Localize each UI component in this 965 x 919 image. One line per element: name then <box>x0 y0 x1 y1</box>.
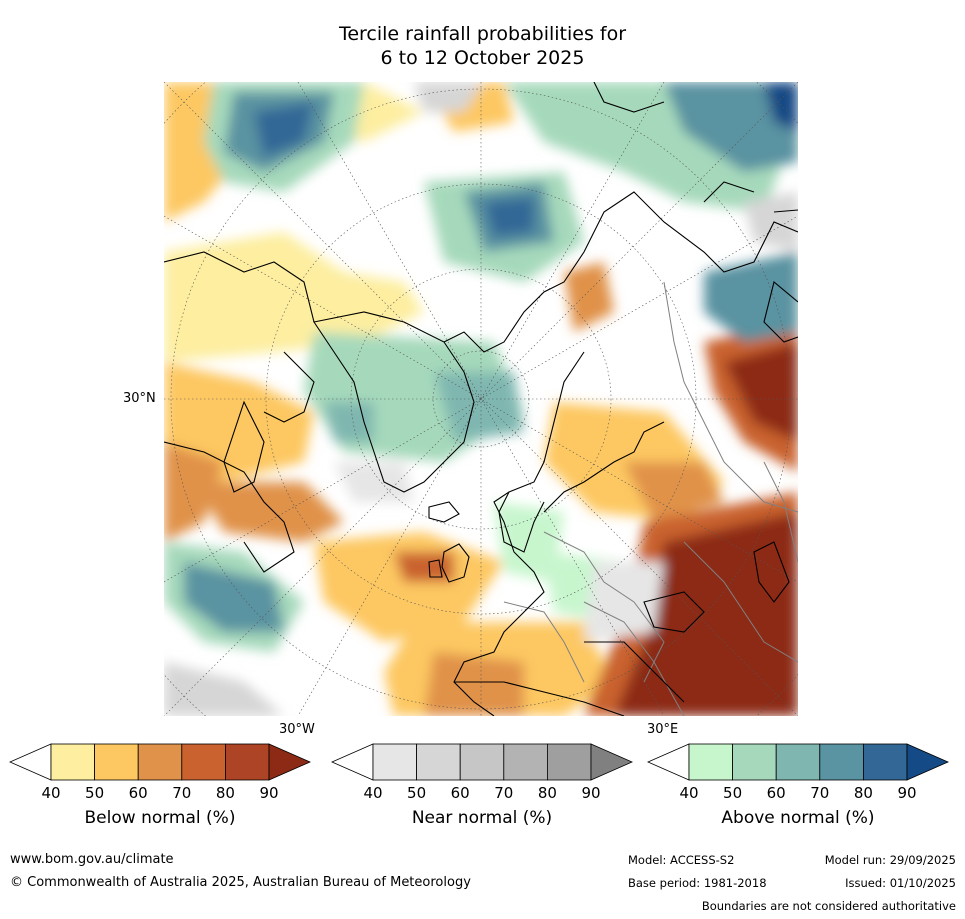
colorbar-segment <box>732 743 777 781</box>
colorbar-tick-label: 60 <box>128 784 148 802</box>
colorbar-extend-high <box>268 743 311 781</box>
lat-label-30n: 30°N <box>123 391 156 406</box>
colorbar-tick-label: 80 <box>853 784 873 802</box>
colorbar-tick-label: 70 <box>494 784 514 802</box>
issued-date: Issued: 01/10/2025 <box>845 876 956 890</box>
colorbar-segment <box>775 743 821 781</box>
lon-label-30e: 30°E <box>647 722 679 737</box>
colorbar-tick-label: 40 <box>363 784 383 802</box>
colorbar-tick-label: 60 <box>766 784 786 802</box>
coastlines <box>164 82 798 716</box>
colorbar-tick-label: 90 <box>897 784 917 802</box>
colorbar-tick-label: 40 <box>679 784 699 802</box>
colorbar-segment <box>372 743 417 781</box>
country-borders <box>503 281 798 716</box>
colorbar-tick-label: 50 <box>723 784 743 802</box>
colorbar-segment <box>94 743 139 781</box>
colorbar-segment <box>862 743 908 781</box>
map-title: Tercile rainfall probabilities for 6 to … <box>0 22 965 70</box>
map-canvas <box>164 82 798 716</box>
boundaries-disclaimer: Boundaries are not considered authoritat… <box>701 899 956 913</box>
colorbar-tick-label: 40 <box>41 784 61 802</box>
probability-field <box>164 82 798 716</box>
colorbar-extend-low <box>331 743 374 781</box>
colorbar-tick-label: 70 <box>172 784 192 802</box>
colorbar-tick-label: 90 <box>581 784 601 802</box>
colorbar-tick-label: 90 <box>259 784 279 802</box>
colorbar-tick-label: 70 <box>810 784 830 802</box>
colorbar-segment <box>137 743 183 781</box>
colorbar-segment <box>688 743 733 781</box>
copyright-text: © Commonwealth of Australia 2025, Austra… <box>10 875 471 890</box>
colorbar-above-normal-label: Above normal (%) <box>721 808 875 828</box>
colorbar-segment <box>819 743 864 781</box>
colorbar-segment <box>50 743 95 781</box>
colorbar-extend-low <box>647 743 690 781</box>
model-name: Model: ACCESS-S2 <box>628 853 735 867</box>
title-line-1: Tercile rainfall probabilities for <box>338 23 627 45</box>
colorbar-near-normal-label: Near normal (%) <box>411 808 553 828</box>
base-period: Base period: 1981-2018 <box>628 876 767 890</box>
colorbar-tick-label: 80 <box>537 784 557 802</box>
website-link[interactable]: www.bom.gov.au/climate <box>10 852 174 867</box>
colorbar-segment <box>459 743 505 781</box>
colorbar-segment <box>416 743 461 781</box>
colorbar-segment <box>181 743 226 781</box>
colorbar-below-normal-label: Below normal (%) <box>84 808 236 828</box>
colorbar-above-normal <box>647 742 949 782</box>
title-line-2: 6 to 12 October 2025 <box>380 47 585 69</box>
colorbar-segment <box>503 743 548 781</box>
colorbar-extend-high <box>906 743 949 781</box>
colorbar-tick-label: 50 <box>85 784 105 802</box>
colorbar-near-normal <box>331 742 633 782</box>
probability-map <box>164 82 798 716</box>
colorbar-tick-label: 50 <box>407 784 427 802</box>
colorbar-extend-low <box>9 743 52 781</box>
model-run-date: Model run: 29/09/2025 <box>824 853 956 867</box>
colorbar-extend-high <box>590 743 633 781</box>
lon-label-30w: 30°W <box>279 722 315 737</box>
colorbar-tick-label: 80 <box>215 784 235 802</box>
colorbar-segment <box>546 743 592 781</box>
colorbar-below-normal <box>9 742 311 782</box>
colorbar-tick-label: 60 <box>450 784 470 802</box>
colorbar-segment <box>224 743 270 781</box>
